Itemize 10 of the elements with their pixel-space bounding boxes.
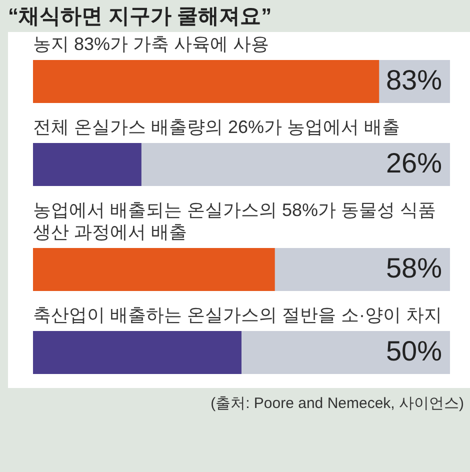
y-tick-label: 농지 83%가 가축 사육에 사용 [33,34,270,54]
data-label: 26% [386,148,442,178]
y-tick-label: 전체 온실가스 배출량의 26%가 농업에서 배출 [33,117,400,137]
data-label: 50% [386,336,442,366]
annotation: (출처: Poore and Nemecek, 사이언스) [210,394,465,413]
y-tick-label: 농업에서 배출되는 온실가스의 58%가 동물성 식품 생산 과정에서 배출 [33,200,436,242]
data-label: 58% [386,252,442,284]
y-tick-label: 축산업이 배출하는 온실가스의 절반을 소·양이 차지 [33,305,442,325]
chart-title: “채식하면 지구가 쿨해져요” [7,4,273,30]
data-label: 83% [386,64,442,96]
